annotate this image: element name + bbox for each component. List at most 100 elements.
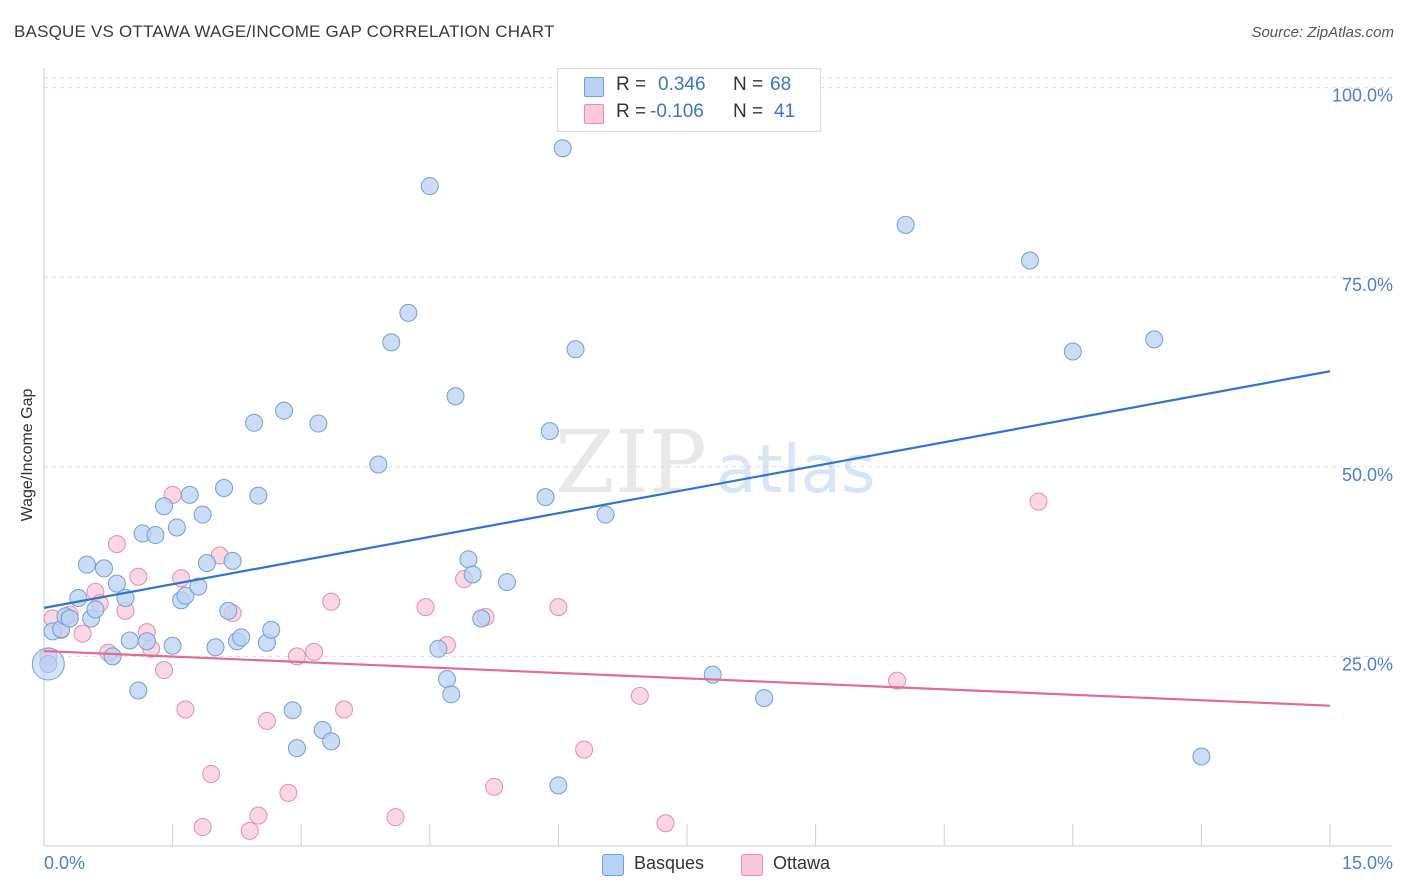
y-tick-label: 100.0%	[1332, 86, 1393, 106]
legend-n-label: N =	[733, 101, 764, 122]
data-point	[472, 609, 491, 628]
data-point	[223, 551, 242, 570]
legend-r-label: R =	[616, 74, 647, 95]
data-point	[322, 592, 341, 611]
data-point	[549, 598, 568, 617]
legend-swatch-ottawa	[584, 104, 604, 124]
data-point	[335, 700, 354, 719]
data-point	[322, 732, 341, 751]
legend-r-value: 0.346	[658, 74, 706, 95]
data-point	[146, 526, 165, 545]
data-point	[137, 632, 156, 651]
trendline-basques	[43, 370, 1331, 609]
data-point	[459, 550, 478, 569]
data-point	[107, 535, 126, 554]
data-point	[888, 671, 907, 690]
basques-points	[31, 139, 1211, 795]
data-point	[95, 559, 114, 578]
data-point	[536, 488, 555, 507]
data-point	[369, 455, 388, 474]
data-point	[129, 567, 148, 586]
data-point	[283, 701, 302, 720]
data-point	[399, 303, 418, 322]
legend-n-value: 68	[770, 74, 792, 95]
data-point	[180, 485, 199, 504]
data-point	[176, 700, 195, 719]
data-point	[202, 764, 221, 783]
data-point	[249, 806, 268, 825]
legend-r-value: -0.106	[650, 101, 704, 122]
data-point	[305, 642, 324, 661]
y-tick-label: 25.0%	[1342, 654, 1393, 674]
data-point	[73, 624, 92, 643]
data-point	[86, 600, 105, 619]
data-point	[755, 689, 774, 708]
data-point-large	[31, 647, 65, 681]
data-point	[656, 814, 675, 833]
trendline-ottawa	[43, 649, 1331, 707]
data-point	[60, 609, 79, 628]
data-point	[566, 340, 585, 359]
data-point	[163, 636, 182, 655]
legend-n-label: N =	[733, 74, 764, 95]
data-point	[206, 638, 225, 657]
data-point	[77, 555, 96, 574]
data-point	[257, 711, 276, 730]
x-tick-label: 0.0%	[44, 853, 85, 873]
data-point	[240, 821, 259, 840]
data-point	[103, 647, 122, 666]
data-point	[262, 620, 281, 639]
data-point	[309, 414, 328, 433]
legend-n-value: 41	[774, 101, 796, 122]
data-point	[176, 586, 195, 605]
data-point	[416, 598, 435, 617]
data-point	[245, 413, 264, 432]
legend-r-label: R =	[616, 101, 647, 122]
data-point	[386, 808, 405, 827]
legend-swatch-basques	[602, 854, 624, 876]
source-label: Source: ZipAtlas.com	[1251, 24, 1394, 41]
data-point	[167, 518, 186, 537]
data-point	[197, 554, 216, 573]
data-point	[193, 818, 212, 837]
data-point	[155, 661, 174, 680]
y-axis-label: Wage/Income Gap	[19, 388, 36, 522]
data-point	[69, 588, 88, 607]
correlation-legend: R = 0.346 N = 68 R = -0.106 N = 41	[557, 68, 821, 132]
data-point	[215, 479, 234, 498]
data-point	[249, 486, 268, 505]
legend-label-basques: Basques	[634, 853, 705, 873]
data-point	[193, 505, 212, 524]
data-point	[120, 631, 139, 650]
data-point	[420, 177, 439, 196]
data-point	[1020, 251, 1039, 270]
legend-swatch-basques	[584, 77, 604, 97]
data-point	[287, 739, 306, 758]
chart-title: BASQUE VS OTTAWA WAGE/INCOME GAP CORRELA…	[14, 22, 555, 41]
data-point	[275, 401, 294, 420]
data-point	[1145, 330, 1164, 349]
data-point	[896, 215, 915, 234]
data-point	[1192, 747, 1211, 766]
data-point	[279, 783, 298, 802]
data-point	[630, 686, 649, 705]
data-point	[129, 681, 148, 700]
data-point	[107, 574, 126, 593]
data-point	[497, 573, 516, 592]
watermark: ZIP atlas	[555, 413, 876, 513]
x-tick-label: 15.0%	[1342, 853, 1393, 873]
data-point	[596, 505, 615, 524]
y-tick-label: 50.0%	[1342, 465, 1393, 485]
data-point	[437, 670, 456, 689]
data-point	[553, 139, 572, 158]
data-point	[442, 685, 461, 704]
data-point	[540, 422, 559, 441]
legend-label-ottawa: Ottawa	[773, 853, 831, 873]
data-point	[446, 387, 465, 406]
ottawa-points	[39, 485, 1048, 840]
data-point	[575, 740, 594, 759]
data-point	[463, 565, 482, 584]
tick-labels: 25.0% 50.0% 75.0% 100.0% 0.0% 15.0%	[44, 86, 1393, 873]
data-point	[155, 497, 174, 516]
